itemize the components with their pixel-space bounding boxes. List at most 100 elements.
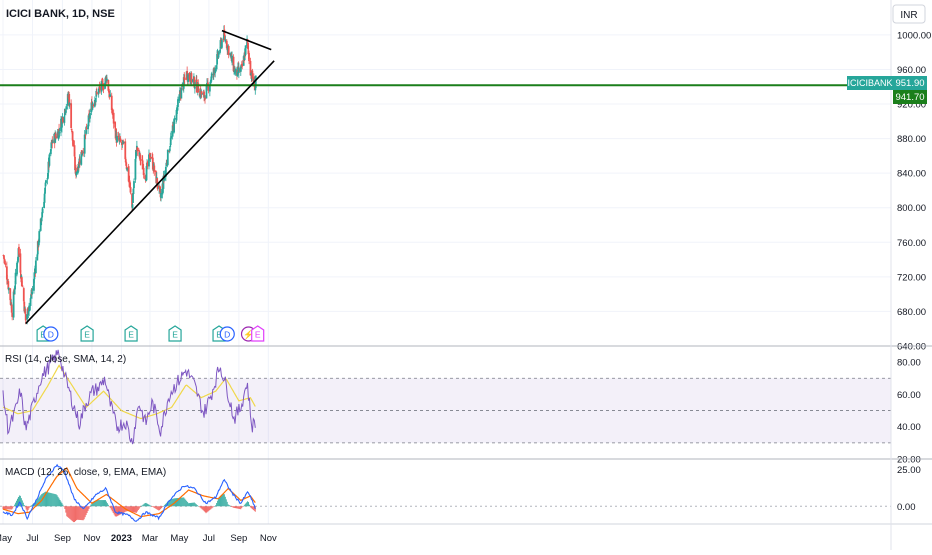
- macd-histogram-bar: [69, 506, 71, 519]
- candle-body: [22, 288, 25, 302]
- time-axis[interactable]: May Jul Sep Nov 2023 Mar May Jul Sep Nov: [0, 533, 277, 544]
- candle-body: [166, 149, 169, 165]
- candle-body: [231, 55, 233, 63]
- macd-histogram-bar: [14, 504, 16, 507]
- candle-body: [209, 81, 212, 85]
- macd-histogram-bar: [30, 505, 32, 507]
- macd-histogram-bar: [197, 505, 199, 507]
- currency-label: INR: [900, 10, 917, 21]
- candle-body: [169, 137, 172, 146]
- candle-body: [112, 112, 115, 124]
- rsi-tick-label: 40.00: [897, 422, 921, 433]
- rising-trendline[interactable]: [25, 60, 275, 325]
- macd-histogram-bar: [201, 506, 203, 510]
- macd-histogram-bar: [5, 506, 7, 510]
- macd-histogram-bar: [70, 506, 72, 520]
- candle-body: [58, 132, 61, 134]
- trend-lines[interactable]: [0, 29, 891, 325]
- candle-body: [139, 154, 142, 161]
- candle-body: [94, 98, 97, 103]
- macd-histogram-bar: [153, 506, 155, 508]
- macd-histogram-bar: [82, 506, 84, 521]
- macd-histogram-bar: [92, 501, 94, 507]
- macd-histogram-bar: [58, 498, 60, 507]
- macd-histogram-bar: [38, 497, 40, 507]
- candle-body: [200, 91, 203, 95]
- candle-body: [185, 78, 188, 80]
- candle-body: [169, 146, 172, 148]
- macd-histogram-bar: [177, 498, 179, 507]
- macd-histogram-bar: [187, 502, 189, 507]
- candle-body: [85, 127, 88, 129]
- candle-body: [89, 112, 91, 119]
- candle-body: [114, 122, 117, 128]
- candle-body: [36, 241, 39, 255]
- macd-histogram-bar: [234, 506, 236, 509]
- macd-histogram-bar: [13, 506, 15, 507]
- macd-histogram-bar: [251, 506, 253, 510]
- macd-histogram-bar: [103, 500, 105, 507]
- macd-histogram-bar: [46, 492, 48, 507]
- macd-histogram-bar: [45, 491, 47, 507]
- dividend-badge[interactable]: [43, 326, 59, 342]
- candle-body: [234, 70, 236, 74]
- macd-histogram-bar: [78, 506, 80, 520]
- price-axis[interactable]: 1000.00 960.00 920.00 880.00 840.00 800.00 760…: [897, 30, 931, 512]
- macd-histogram-bar: [87, 506, 89, 511]
- macd-histogram-bar: [244, 504, 246, 507]
- candle-body: [229, 54, 232, 56]
- candle-body: [196, 91, 199, 93]
- candle-body: [124, 141, 127, 160]
- rsi-pane: [0, 349, 891, 445]
- candle-body: [247, 50, 250, 55]
- candle-body: [21, 285, 24, 287]
- earnings-badge[interactable]: [168, 325, 182, 342]
- macd-histogram-bar: [83, 506, 85, 520]
- macd-histogram-bar: [226, 501, 228, 507]
- event-badges[interactable]: E D E E E E D ⚡ E: [36, 325, 265, 342]
- candle-body: [87, 124, 89, 130]
- macd-histogram-bar: [27, 506, 29, 511]
- macd-histogram-bar: [121, 506, 123, 514]
- earnings-badge[interactable]: [80, 325, 94, 342]
- candle-body: [47, 172, 49, 179]
- macd-histogram-bar: [28, 506, 30, 509]
- candle-body: [138, 152, 141, 157]
- macd-histogram-bar: [107, 504, 109, 507]
- macd-histogram-bar: [237, 506, 239, 509]
- earnings-badge[interactable]: [124, 325, 138, 342]
- macd-histogram-bar: [49, 492, 51, 507]
- candle-body: [68, 94, 71, 106]
- macd-histogram-bar: [20, 498, 22, 507]
- macd-histogram-bar: [25, 506, 27, 510]
- candle-body: [251, 70, 254, 79]
- macd-histogram-bar: [97, 500, 99, 507]
- time-tick-label: Jul: [203, 533, 215, 544]
- macd-histogram-bar: [118, 506, 120, 516]
- macd-histogram-bar: [109, 506, 111, 509]
- falling-trendline[interactable]: [221, 29, 272, 51]
- macd-histogram-bar: [165, 503, 167, 507]
- upcoming-earnings-badge[interactable]: [251, 325, 265, 342]
- candle-body: [248, 53, 250, 62]
- macd-histogram-bar: [110, 506, 112, 510]
- candle-body: [46, 178, 49, 180]
- macd-histogram-bar: [108, 506, 110, 507]
- macd-histogram-bar: [209, 506, 211, 511]
- candle-body: [213, 68, 216, 71]
- candle-body: [137, 149, 140, 151]
- candle-body: [37, 241, 40, 246]
- macd-histogram-bar: [151, 506, 153, 507]
- candle-body: [47, 161, 50, 173]
- macd-histogram-bar: [117, 506, 119, 516]
- macd-histogram-bar: [137, 506, 139, 511]
- candle-body: [149, 156, 152, 159]
- macd-histogram-bar: [191, 502, 193, 507]
- badge-glyph: ⚡: [243, 330, 254, 341]
- currency-button[interactable]: [892, 4, 926, 24]
- candle-body: [24, 308, 27, 314]
- dividend-badge[interactable]: [219, 326, 235, 342]
- level-price-box: [893, 90, 927, 104]
